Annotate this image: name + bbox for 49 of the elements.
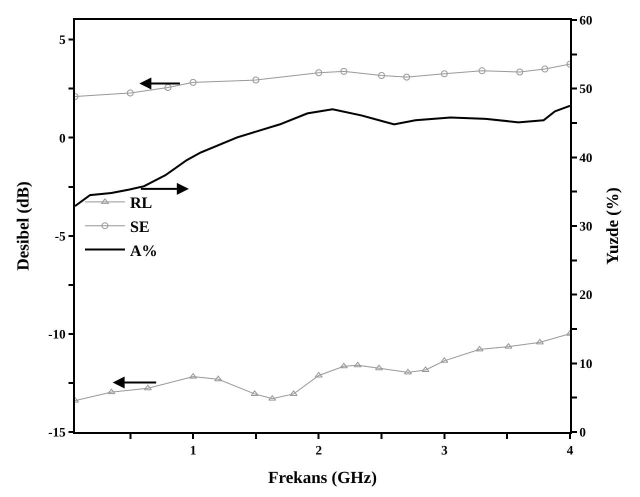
y2-tick-label: 30 [579,218,592,234]
y2-tick-label: 10 [579,356,592,371]
y-tick-label: -15 [48,424,66,440]
point [164,84,172,91]
point [107,388,116,394]
x-tick-label: 3 [441,442,448,458]
y2-tick-label: 20 [579,287,592,302]
point [126,89,134,96]
point [440,357,448,363]
point [144,384,152,390]
point [378,72,386,80]
point [340,68,348,75]
point [340,362,348,368]
legend-label: SE [130,218,150,236]
point [252,76,260,84]
x-tick-label: 2 [315,442,322,458]
point [290,390,298,396]
legend-label: A% [130,242,158,260]
point [375,364,383,370]
point [478,67,486,74]
point [354,362,362,368]
y2-axis-title: Yuzde (%) [603,187,622,265]
point [516,68,524,76]
point [315,69,322,76]
x-tick-label: 1 [190,442,196,458]
point [189,373,198,379]
point [214,376,222,382]
point [541,66,548,73]
point [440,70,448,78]
point [403,74,410,81]
y2-tick-label: 40 [579,150,592,165]
point [476,346,484,352]
y-tick-label: 5 [59,32,66,48]
x-axis-title: Frekans (GHz) [268,468,377,488]
y-tick-label: 0 [59,130,66,146]
legend-label: RL [130,195,152,212]
y-tick-label: -10 [48,326,66,342]
y2-tick-label: 0 [579,424,586,440]
point [404,368,412,374]
point [190,78,197,86]
point [268,395,276,401]
y-axis-title: Desibel (dB) [13,181,32,271]
y2-tick-label: 50 [579,81,592,96]
point [536,338,544,344]
y-tick-label: -5 [54,228,66,244]
point [504,343,512,349]
point [250,390,259,396]
y2-tick-label: 60 [579,12,592,28]
x-tick-label: 4 [566,442,574,458]
